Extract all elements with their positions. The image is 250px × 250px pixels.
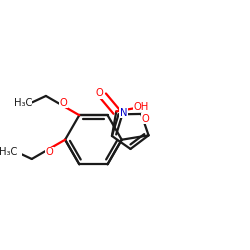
Text: OH: OH xyxy=(134,102,149,112)
Text: O: O xyxy=(46,147,54,157)
Text: H₃C: H₃C xyxy=(0,147,18,157)
Text: O: O xyxy=(142,114,149,124)
Text: H₃C: H₃C xyxy=(14,98,32,108)
Text: O: O xyxy=(95,88,103,98)
Text: N: N xyxy=(120,108,127,118)
Text: O: O xyxy=(60,98,68,108)
